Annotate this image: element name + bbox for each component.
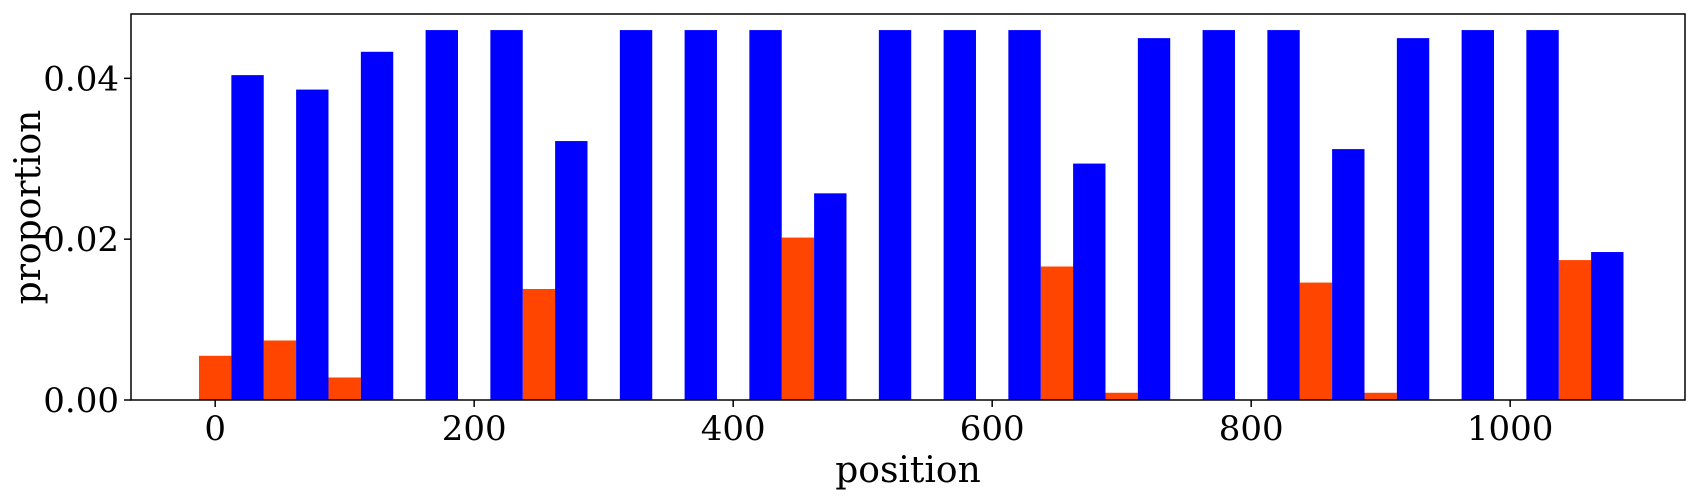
x-axis-label: position (835, 450, 981, 491)
bar-series2-19 (1461, 30, 1494, 401)
bar-series1-2 (328, 377, 361, 400)
y-axis: 0.00 0.02 0.04 (43, 59, 131, 421)
bar-series2-21 (1591, 252, 1624, 400)
x-tick-label: 0 (204, 409, 226, 449)
bar-series2-18 (1396, 38, 1430, 401)
bar-series1-14 (1105, 392, 1138, 400)
bar-series1-9 (781, 237, 815, 400)
bar-series1-18 (1364, 392, 1397, 400)
bar-series2-1 (296, 89, 329, 400)
bar-series2-5 (555, 141, 588, 400)
x-tick-label: 400 (701, 409, 766, 449)
bar-series2-8 (749, 30, 782, 401)
plot-frame (130, 13, 1686, 401)
y-tick-label: 0.02 (43, 220, 119, 260)
y-tick-label: 0.04 (43, 59, 119, 99)
bar-series1-17 (1299, 282, 1333, 400)
bar-series2-4 (490, 30, 523, 401)
bar-series2-2 (360, 51, 394, 401)
bar-series1-13 (1040, 266, 1074, 400)
x-tick-label: 800 (1219, 409, 1284, 449)
bar-series1-1 (263, 340, 297, 400)
bar-series1-0 (198, 355, 232, 400)
bar-series2-6 (619, 30, 653, 401)
y-axis-label: proportion (8, 110, 49, 305)
bar-series2-7 (684, 30, 717, 401)
bar-series2-11 (943, 30, 976, 401)
bar-series2-3 (425, 30, 458, 401)
x-axis: 0 200 400 600 800 1000 (204, 400, 1553, 449)
bar-series1-5 (522, 289, 556, 400)
bars-layer (198, 30, 1624, 401)
x-tick-label: 200 (442, 409, 507, 449)
bar-series2-0 (231, 75, 264, 401)
x-tick-label: 1000 (1467, 409, 1554, 449)
bar-series2-16 (1267, 30, 1300, 401)
x-tick-label: 600 (960, 409, 1025, 449)
bar-series1-21 (1558, 260, 1592, 400)
bar-series2-12 (1008, 30, 1041, 401)
bar-series2-17 (1332, 149, 1365, 400)
bar-series2-13 (1073, 163, 1106, 400)
bar-series2-14 (1137, 38, 1171, 401)
bar-series2-10 (878, 30, 912, 401)
y-tick-label: 0.00 (43, 381, 119, 421)
bar-series2-9 (814, 193, 847, 400)
bar-series2-15 (1202, 30, 1235, 401)
bar-series2-20 (1526, 30, 1559, 401)
